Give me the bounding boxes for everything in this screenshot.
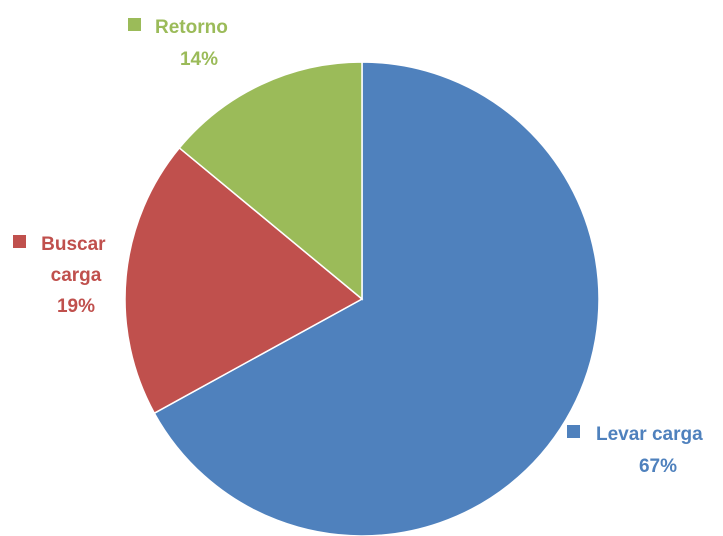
legend-marker-buscar-carga <box>13 235 26 248</box>
label-retorno: Retorno 14% <box>128 17 228 70</box>
slice-percent-levar-carga: 67% <box>639 456 677 477</box>
pie-slice-retorno <box>178 61 363 301</box>
slice-label-buscar-carga: Buscar carga <box>41 234 111 286</box>
legend-marker-levar-carga <box>567 425 580 438</box>
legend-marker-retorno <box>128 18 141 31</box>
slice-label-levar-carga: Levar carga <box>596 424 703 445</box>
pie-slice-levar-carga <box>153 61 600 536</box>
pie-slices <box>124 61 600 536</box>
label-levar-carga: Levar carga 67% <box>567 424 703 477</box>
slice-label-retorno: Retorno <box>155 17 228 38</box>
pie-slice-buscar-carga <box>124 146 364 415</box>
label-buscar-carga: Buscar carga 19% <box>13 234 111 317</box>
slice-percent-buscar-carga: 19% <box>57 296 95 317</box>
slice-percent-retorno: 14% <box>180 49 218 70</box>
slice-labels: Levar carga 67% Buscar carga 19% Retorno… <box>13 17 703 477</box>
